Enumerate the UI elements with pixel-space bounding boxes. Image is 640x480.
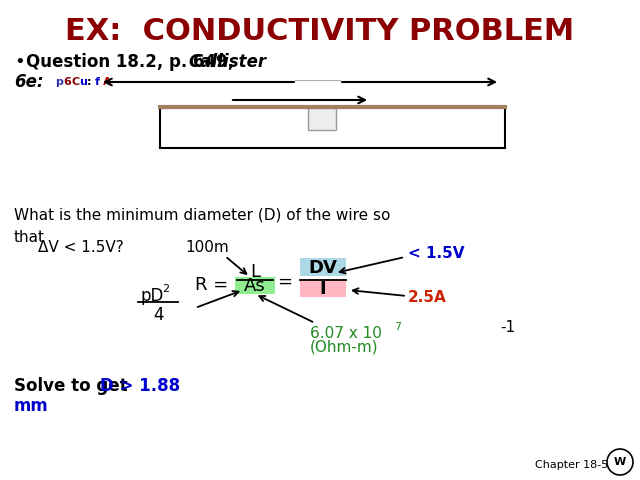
Text: Chapter 18-5: Chapter 18-5 — [535, 460, 608, 470]
Bar — [235, 277, 275, 294]
Text: D > 1.88: D > 1.88 — [100, 377, 180, 395]
Text: C: C — [71, 77, 79, 87]
Text: W: W — [614, 457, 626, 467]
Bar — [300, 258, 346, 276]
Text: 6.07 x 10: 6.07 x 10 — [310, 325, 382, 340]
Text: 2: 2 — [162, 284, 169, 294]
Text: Callister: Callister — [188, 53, 266, 71]
Text: mm: mm — [14, 397, 49, 415]
Text: u: u — [79, 77, 87, 87]
Text: (Ohm-m): (Ohm-m) — [310, 339, 379, 355]
Text: A: A — [103, 77, 111, 87]
Text: :: : — [87, 77, 92, 87]
Text: 6e:: 6e: — [14, 73, 44, 91]
Text: ΔV < 1.5V?: ΔV < 1.5V? — [38, 240, 124, 254]
Bar — [300, 279, 346, 297]
Bar — [308, 108, 336, 130]
Text: EX:  CONDUCTIVITY PROBLEM: EX: CONDUCTIVITY PROBLEM — [65, 17, 575, 47]
Bar — [160, 108, 505, 148]
Text: DV: DV — [308, 259, 337, 277]
Text: L: L — [250, 263, 260, 281]
Text: =: = — [278, 273, 292, 291]
Text: •: • — [14, 53, 25, 71]
Text: 2.5A: 2.5A — [408, 290, 447, 305]
Text: p: p — [55, 77, 63, 87]
Text: R =: R = — [195, 276, 228, 294]
Text: Solve to get: Solve to get — [14, 377, 133, 395]
Text: < 1.5V: < 1.5V — [408, 247, 465, 262]
Text: I: I — [320, 280, 326, 298]
Text: 100m: 100m — [185, 240, 228, 254]
Text: pD: pD — [140, 287, 163, 305]
Text: 7: 7 — [394, 322, 401, 332]
Text: What is the minimum diameter (D) of the wire so
that: What is the minimum diameter (D) of the … — [14, 208, 390, 245]
Text: -1: -1 — [500, 320, 515, 335]
Text: f: f — [95, 77, 100, 87]
Text: 6: 6 — [63, 77, 71, 87]
Text: 4: 4 — [153, 306, 163, 324]
Text: Question 18.2, p. 649,: Question 18.2, p. 649, — [26, 53, 240, 71]
Text: As: As — [244, 277, 266, 295]
